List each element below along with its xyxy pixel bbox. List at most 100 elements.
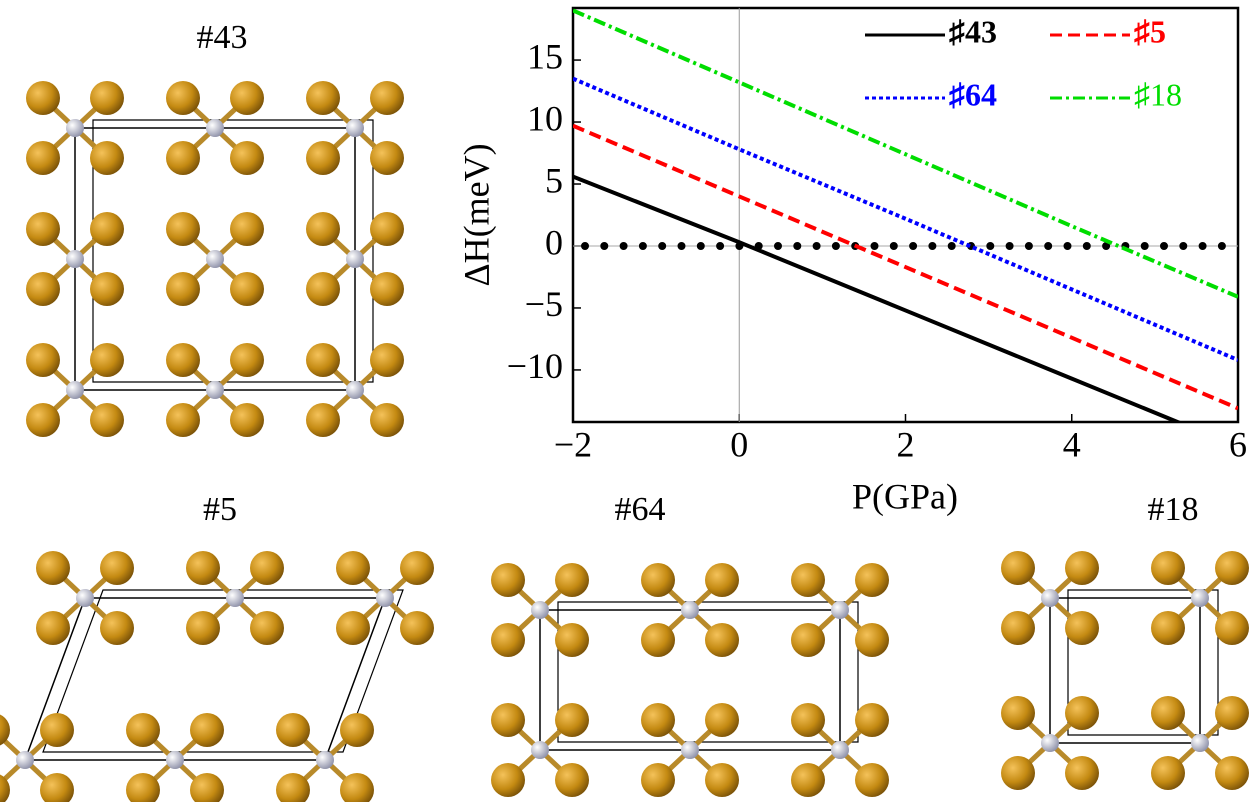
atom-s — [230, 272, 264, 306]
atom-s — [705, 563, 739, 597]
atom-s — [166, 343, 200, 377]
y-tick-label: −10 — [507, 346, 563, 386]
atom-ag — [316, 751, 334, 769]
atom-ag — [16, 751, 34, 769]
atom-s — [1001, 756, 1035, 790]
x-tick-label: 2 — [897, 424, 915, 464]
atom-s — [306, 81, 340, 115]
atom-s — [166, 81, 200, 115]
unit-cell — [1067, 589, 1219, 736]
atom-s — [306, 141, 340, 175]
x-tick-label: 6 — [1229, 424, 1247, 464]
atom-ag — [376, 589, 394, 607]
atom-s — [100, 611, 134, 645]
structure-title: #18 — [1148, 491, 1199, 528]
atom-s — [370, 403, 404, 437]
legend-label: ♯43 — [949, 13, 997, 49]
atom-s — [641, 763, 675, 797]
atom-s — [230, 343, 264, 377]
y-tick-label: −5 — [525, 284, 563, 324]
atom-s — [26, 403, 60, 437]
atom-s — [1215, 611, 1249, 645]
atom-s — [26, 81, 60, 115]
atom-ag — [346, 119, 364, 137]
atom-s — [1151, 696, 1185, 730]
atom-ag — [1041, 734, 1059, 752]
atom-ag — [206, 119, 224, 137]
atom-ag — [531, 741, 549, 759]
atom-s — [855, 763, 889, 797]
atom-s — [340, 713, 374, 747]
y-tick-label: 5 — [545, 160, 563, 200]
atom-ag — [531, 601, 549, 619]
atom-s — [0, 774, 10, 802]
atom-s — [90, 212, 124, 246]
x-tick-label: 0 — [730, 424, 748, 464]
atom-ag — [1191, 734, 1209, 752]
structures — [0, 81, 1249, 802]
atom-ag — [831, 601, 849, 619]
atom-s — [791, 703, 825, 737]
x-tick-label: 4 — [1063, 424, 1081, 464]
atom-s — [555, 563, 589, 597]
atom-s — [1151, 611, 1185, 645]
atom-s — [126, 773, 160, 802]
atom-ag — [166, 751, 184, 769]
atom-s — [40, 713, 74, 747]
atom-s — [26, 141, 60, 175]
atom-ag — [831, 741, 849, 759]
atom-s — [230, 141, 264, 175]
atom-s — [1215, 756, 1249, 790]
atom-s — [230, 403, 264, 437]
atom-ag — [346, 381, 364, 399]
atom-ag — [206, 381, 224, 399]
atom-ag — [1191, 589, 1209, 607]
atom-s — [166, 403, 200, 437]
atom-s — [641, 703, 675, 737]
atom-s — [1001, 551, 1035, 585]
series-line — [573, 174, 1183, 422]
atom-s — [166, 141, 200, 175]
atom-s — [491, 703, 525, 737]
atom-ag — [206, 250, 224, 268]
atom-s — [26, 212, 60, 246]
atom-s — [1215, 696, 1249, 730]
atom-s — [1001, 611, 1035, 645]
legend-label: ♯64 — [949, 76, 997, 112]
atom-s — [230, 81, 264, 115]
atom-s — [641, 623, 675, 657]
atom-s — [336, 611, 370, 645]
atom-s — [250, 611, 284, 645]
atom-s — [1065, 696, 1099, 730]
atom-s — [276, 773, 310, 802]
atom-s — [36, 551, 70, 585]
atom-s — [400, 611, 434, 645]
atom-s — [90, 141, 124, 175]
atom-s — [306, 272, 340, 306]
series-line — [573, 8, 1238, 299]
atom-s — [250, 551, 284, 585]
atom-s — [276, 713, 310, 747]
atom-s — [0, 714, 10, 746]
atom-s — [1065, 756, 1099, 790]
structure-title: #43 — [197, 19, 248, 56]
atom-s — [1001, 696, 1035, 730]
y-tick-label: 10 — [527, 98, 563, 138]
atom-s — [370, 212, 404, 246]
atom-s — [166, 272, 200, 306]
atom-s — [26, 343, 60, 377]
atom-s — [190, 773, 224, 802]
atom-s — [336, 551, 370, 585]
atom-ag — [76, 589, 94, 607]
atom-s — [340, 773, 374, 802]
series-line — [573, 76, 1238, 362]
y-tick-label: 15 — [527, 36, 563, 76]
atom-s — [90, 343, 124, 377]
atom-s — [705, 763, 739, 797]
atom-s — [370, 343, 404, 377]
atom-s — [166, 212, 200, 246]
atom-s — [791, 563, 825, 597]
atom-s — [90, 403, 124, 437]
structure-title: #64 — [615, 491, 666, 528]
unit-cell — [42, 589, 404, 753]
